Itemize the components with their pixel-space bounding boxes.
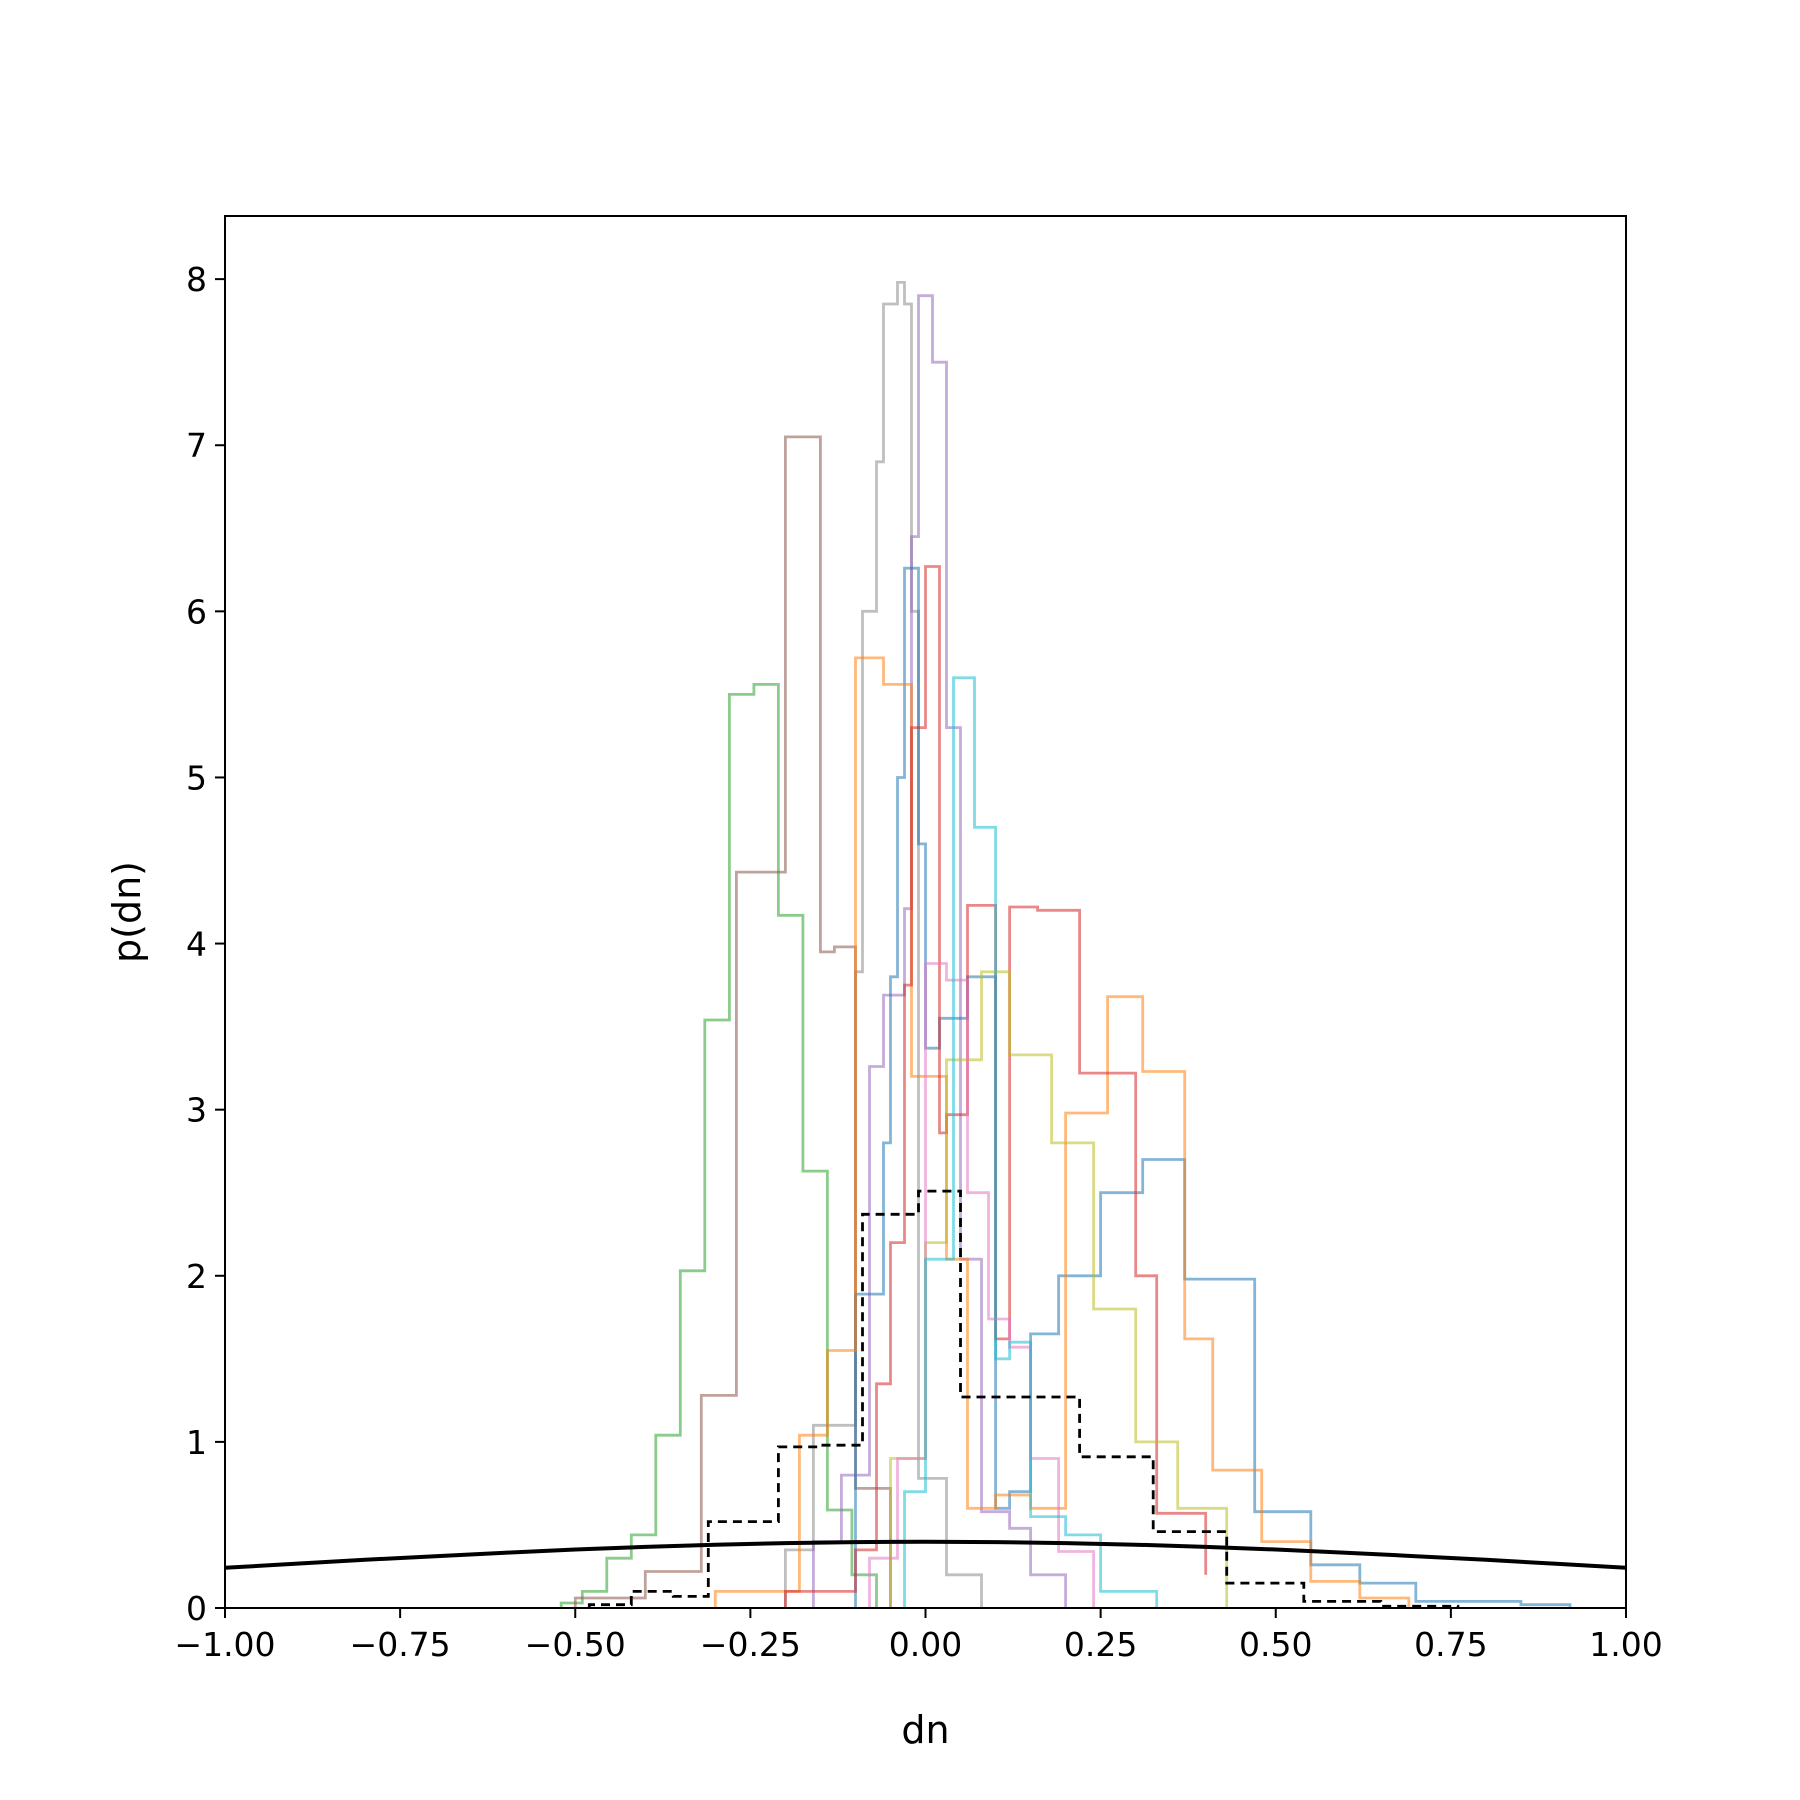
- y-axis-ticks: 0 1 2 3 4 5 6 7 8: [186, 260, 225, 1628]
- y-tick-label: 6: [186, 592, 207, 631]
- x-tick-label: 0.50: [1239, 1625, 1312, 1664]
- series-histogram-7: [889, 970, 1229, 1608]
- series-histogram-0: [559, 683, 878, 1608]
- x-tick-label: −0.75: [350, 1625, 451, 1664]
- x-tick-label: 0.25: [1064, 1625, 1137, 1664]
- x-axis-ticks: −1.00 −0.75 −0.50 −0.25 0.00 0.25 0.50 0.75 1.00: [174, 1608, 1663, 1664]
- y-tick-label: 8: [186, 260, 207, 299]
- series-curve-11: [225, 1539, 1626, 1570]
- y-tick-label: 4: [186, 925, 207, 964]
- series-histogram-2: [784, 281, 983, 1608]
- y-tick-label: 5: [186, 758, 207, 797]
- x-tick-label: −1.00: [174, 1625, 275, 1664]
- y-tick-label: 1: [186, 1423, 207, 1462]
- x-axis-label: dn: [901, 1708, 949, 1752]
- x-tick-label: −0.25: [700, 1625, 801, 1664]
- series-layer: [225, 281, 1626, 1608]
- x-tick-label: 1.00: [1589, 1625, 1662, 1664]
- y-tick-label: 2: [186, 1257, 207, 1296]
- y-tick-label: 3: [186, 1091, 207, 1130]
- y-tick-label: 7: [186, 426, 207, 465]
- x-tick-label: −0.50: [525, 1625, 626, 1664]
- y-axis-label: p(dn): [105, 861, 149, 963]
- series-histogram-3: [812, 294, 1067, 1608]
- series-dashed-histogram-10: [587, 1189, 1460, 1608]
- series-histogram-9: [903, 676, 1159, 1608]
- y-tick-label: 0: [186, 1589, 207, 1628]
- x-tick-label: 0.75: [1414, 1625, 1487, 1664]
- x-tick-label: 0.00: [889, 1625, 962, 1664]
- series-histogram-8: [868, 962, 1095, 1608]
- series-histogram-4: [854, 566, 1572, 1608]
